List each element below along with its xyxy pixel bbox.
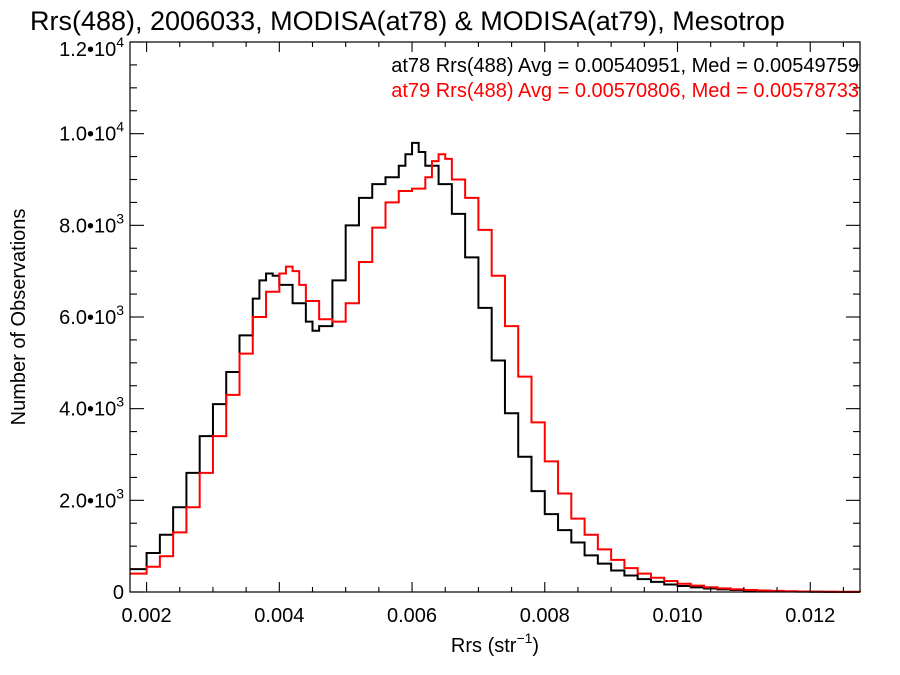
stats-legend: at78 Rrs(488) Avg = 0.00540951, Med = 0.…	[391, 55, 859, 102]
x-axis-label-close: )	[532, 635, 539, 657]
series-1-line	[130, 141, 861, 593]
x-axis-label-superscript: −1	[516, 630, 532, 646]
y-tick-label: 1.0•104	[59, 119, 124, 146]
x-tick-label: 0.004	[254, 605, 304, 627]
x-tick-label: 0.002	[122, 605, 172, 627]
x-tick-label: 0.008	[520, 605, 570, 627]
plot-frame	[129, 41, 861, 593]
x-axis-label-text: Rrs (str	[451, 635, 517, 657]
x-tick-label: 0.010	[652, 605, 702, 627]
y-tick-label: 2.0•103	[59, 485, 124, 512]
chart-title: Rrs(488), 2006033, MODISA(at78) & MODISA…	[30, 6, 785, 36]
ticks-layer: 0.002 0.004 0.006 0.008 0.010 0.012 0 2.0•103 4.…	[59, 34, 860, 627]
y-tick-label: 4.0•103	[59, 394, 124, 421]
y-tick-label: 6.0•103	[59, 302, 124, 329]
stat-line-1: at78 Rrs(488) Avg = 0.00540951, Med = 0.…	[391, 55, 859, 77]
x-axis-label: Rrs (str−1)	[451, 630, 539, 657]
x-tick-label: 0.012	[785, 605, 835, 627]
y-tick-label: 8.0•103	[59, 210, 124, 237]
y-tick-label: 0	[113, 582, 124, 604]
x-tick-label: 0.006	[387, 605, 437, 627]
series-2-line	[130, 153, 861, 593]
series-layer	[130, 141, 861, 593]
y-axis-label: Number of Observations	[8, 209, 30, 426]
stat-line-2: at79 Rrs(488) Avg = 0.00570806, Med = 0.…	[391, 80, 859, 102]
y-tick-label: 1.2•104	[59, 34, 124, 61]
